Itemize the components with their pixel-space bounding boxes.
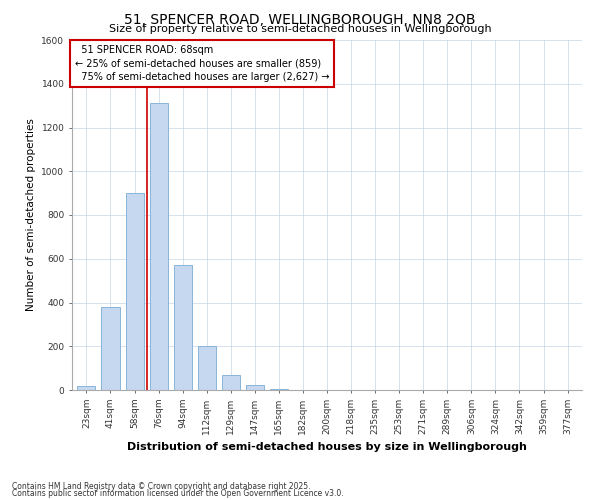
Y-axis label: Number of semi-detached properties: Number of semi-detached properties (26, 118, 36, 312)
Text: 51, SPENCER ROAD, WELLINGBOROUGH, NN8 2QB: 51, SPENCER ROAD, WELLINGBOROUGH, NN8 2Q… (124, 12, 476, 26)
Bar (149, 104, 167, 390)
Bar (173, 266, 191, 390)
Bar (77, 386, 95, 390)
Text: Contains HM Land Registry data © Crown copyright and database right 2025.: Contains HM Land Registry data © Crown c… (12, 482, 311, 491)
Bar (246, 384, 264, 390)
Text: Size of property relative to semi-detached houses in Wellingborough: Size of property relative to semi-detach… (109, 24, 491, 34)
Bar (101, 307, 119, 390)
Bar (125, 193, 143, 390)
Text: Contains public sector information licensed under the Open Government Licence v3: Contains public sector information licen… (12, 490, 344, 498)
X-axis label: Distribution of semi-detached houses by size in Wellingborough: Distribution of semi-detached houses by … (127, 442, 527, 452)
Text: 51 SPENCER ROAD: 68sqm
← 25% of semi-detached houses are smaller (859)
  75% of : 51 SPENCER ROAD: 68sqm ← 25% of semi-det… (74, 46, 329, 82)
Bar (270, 389, 288, 390)
Bar (222, 374, 240, 390)
Bar (197, 346, 216, 390)
